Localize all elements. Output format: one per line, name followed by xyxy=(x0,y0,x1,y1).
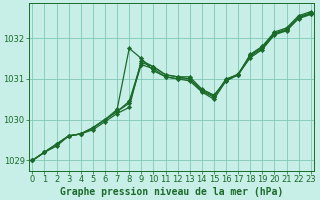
X-axis label: Graphe pression niveau de la mer (hPa): Graphe pression niveau de la mer (hPa) xyxy=(60,186,283,197)
